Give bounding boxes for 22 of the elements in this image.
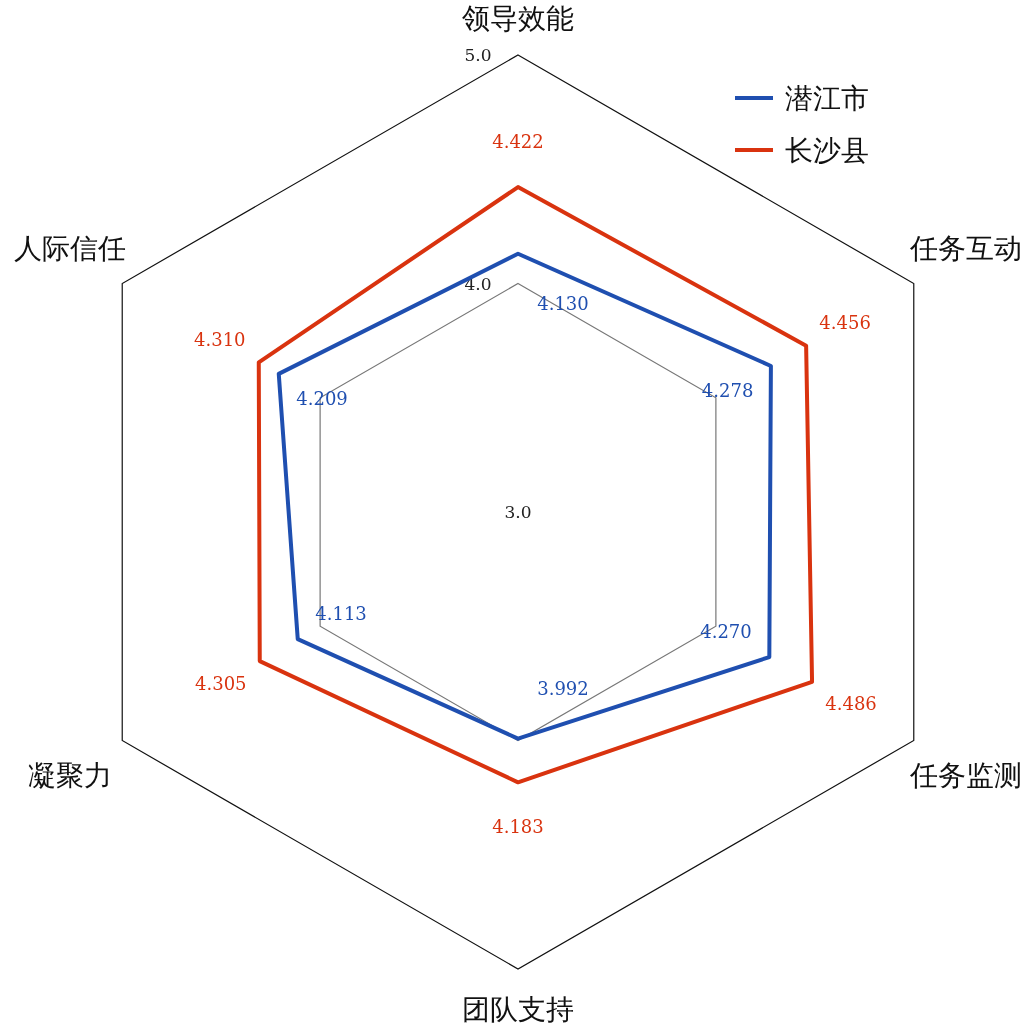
data-label: 4.456 <box>819 312 871 334</box>
data-label: 4.486 <box>825 693 877 715</box>
data-label: 4.278 <box>701 379 754 401</box>
spoke-label: 凝聚力 <box>28 758 113 792</box>
data-label: 4.422 <box>492 131 544 153</box>
data-label: 4.270 <box>700 621 752 643</box>
data-label: 4.310 <box>194 328 246 350</box>
spoke-label: 任务互动 <box>908 231 1022 265</box>
data-label: 4.305 <box>195 672 247 694</box>
spoke-label: 任务监测 <box>908 758 1022 792</box>
legend-label: 长沙县 <box>785 134 869 167</box>
spoke-label: 团队支持 <box>462 993 574 1023</box>
y-tick-label: 5.0 <box>464 45 492 65</box>
data-label: 4.130 <box>537 292 589 314</box>
legend-label: 潜江市 <box>785 82 869 115</box>
y-tick-label: 3.0 <box>504 502 532 522</box>
data-label: 4.113 <box>315 603 367 625</box>
spoke-label: 领导效能 <box>462 2 574 35</box>
data-label: 3.992 <box>537 677 589 699</box>
data-label: 4.183 <box>492 816 544 838</box>
data-label: 4.209 <box>296 387 348 409</box>
spoke-label: 人际信任 <box>14 231 127 265</box>
